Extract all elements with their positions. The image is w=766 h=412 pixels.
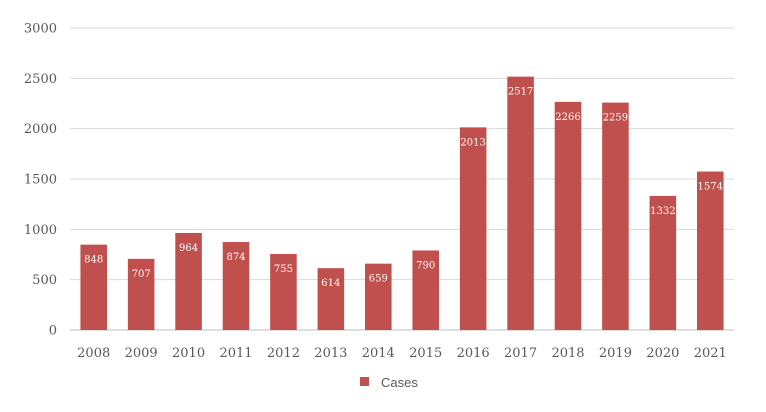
bar bbox=[554, 101, 582, 330]
y-axis-ticks: 0 500 1000 1500 2000 2500 3000 bbox=[24, 22, 57, 339]
data-label: 755 bbox=[274, 264, 293, 275]
data-label: 2259 bbox=[603, 113, 628, 124]
data-label: 1332 bbox=[650, 206, 675, 217]
x-tick-label: 2020 bbox=[646, 346, 679, 361]
bar bbox=[317, 268, 345, 330]
data-label: 659 bbox=[369, 274, 388, 285]
bar bbox=[459, 127, 487, 330]
bar bbox=[365, 263, 392, 330]
y-tick-label: 3000 bbox=[24, 22, 57, 37]
bar bbox=[602, 102, 629, 331]
x-tick-label: 2016 bbox=[457, 346, 490, 361]
legend: Cases bbox=[360, 375, 418, 390]
bar bbox=[649, 195, 677, 330]
y-tick-label: 500 bbox=[32, 273, 57, 288]
data-label: 707 bbox=[132, 269, 151, 280]
x-tick-label: 2011 bbox=[219, 346, 252, 361]
bar bbox=[80, 244, 107, 330]
legend-label: Cases bbox=[381, 375, 418, 390]
x-tick-label: 2015 bbox=[409, 346, 442, 361]
bar bbox=[222, 242, 250, 330]
x-tick-label: 2012 bbox=[267, 346, 300, 361]
bar bbox=[270, 253, 297, 330]
data-label: 848 bbox=[84, 255, 103, 266]
data-label: 2013 bbox=[460, 137, 485, 148]
x-tick-label: 2014 bbox=[362, 346, 395, 361]
bar bbox=[507, 76, 534, 330]
x-tick-label: 2013 bbox=[314, 346, 347, 361]
x-tick-label: 2021 bbox=[694, 346, 727, 361]
x-tick-label: 2009 bbox=[125, 346, 158, 361]
x-tick-label: 2008 bbox=[77, 346, 110, 361]
bar bbox=[175, 232, 202, 330]
bar bbox=[697, 171, 724, 330]
x-tick-label: 2017 bbox=[504, 346, 537, 361]
y-tick-label: 2500 bbox=[24, 72, 57, 87]
x-axis-ticks: 2008 2009 2010 2011 2012 2013 2014 2015 2016 2017… bbox=[77, 346, 727, 361]
gridlines bbox=[70, 27, 734, 331]
y-tick-label: 2000 bbox=[24, 122, 57, 137]
data-label: 874 bbox=[226, 252, 245, 263]
data-label: 790 bbox=[416, 260, 435, 271]
y-tick-label: 1500 bbox=[24, 173, 57, 188]
y-tick-label: 1000 bbox=[24, 223, 57, 238]
legend-swatch bbox=[360, 377, 369, 386]
bar bbox=[127, 258, 155, 330]
data-label: 964 bbox=[179, 243, 198, 254]
data-label: 2517 bbox=[508, 87, 533, 98]
data-label: 2266 bbox=[555, 112, 580, 123]
data-labels: 848 707 964 874 755 614 659 790 2013 2517 2266 2259… bbox=[84, 87, 723, 290]
data-label: 1574 bbox=[698, 182, 723, 193]
x-tick-label: 2010 bbox=[172, 346, 205, 361]
data-label: 614 bbox=[321, 278, 340, 289]
y-tick-label: 0 bbox=[49, 324, 57, 339]
bar bbox=[412, 250, 439, 330]
x-tick-label: 2019 bbox=[599, 346, 632, 361]
bars bbox=[80, 76, 724, 331]
x-tick-label: 2018 bbox=[551, 346, 584, 361]
